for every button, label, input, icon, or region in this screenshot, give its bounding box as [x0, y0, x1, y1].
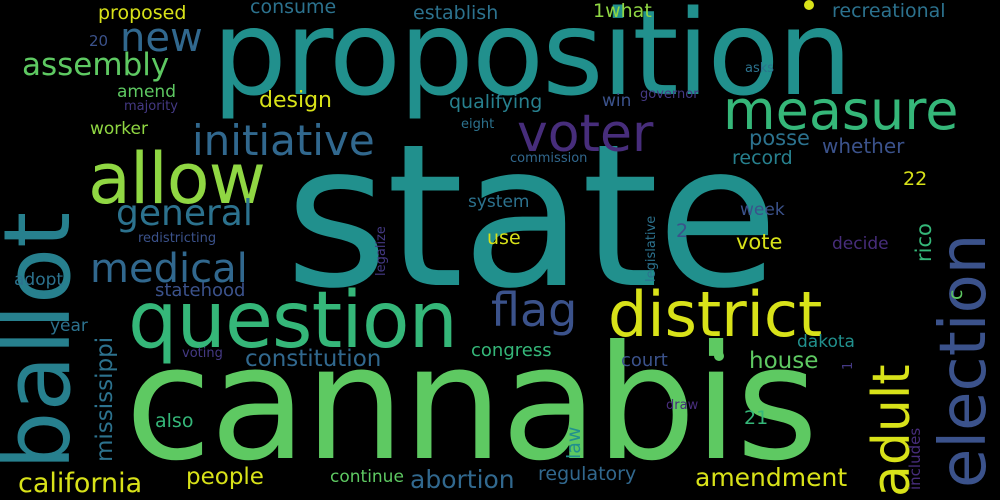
word-court: court: [621, 350, 668, 371]
word-design: design: [259, 88, 332, 113]
word-year: year: [50, 316, 88, 336]
word-adopt: adopt: [14, 270, 64, 290]
word-2: 2: [676, 220, 689, 242]
word-election: election: [927, 233, 1000, 488]
word-voter: voter: [517, 104, 654, 164]
word-dakota: dakota: [797, 332, 855, 352]
word-allow: allow: [88, 138, 266, 220]
dot-decoration: [804, 0, 814, 10]
word-also: also: [155, 410, 194, 432]
word-district: district: [608, 278, 823, 351]
word-state: state: [285, 101, 779, 332]
word-general: general: [116, 193, 253, 234]
word-eight: eight: [461, 117, 495, 132]
word-system: system: [468, 192, 530, 212]
word-c: c: [945, 289, 967, 300]
word-vote: vote: [736, 230, 783, 254]
word-asks: asks: [745, 61, 775, 76]
word-new: new: [120, 15, 203, 61]
word-week: week: [740, 200, 785, 220]
word-voting: voting: [182, 346, 223, 361]
word-win: win: [602, 91, 632, 111]
word-whether: whether: [822, 134, 905, 158]
word-redistricting: redistricting: [138, 231, 217, 246]
word-draw: draw: [666, 398, 699, 413]
word-1what: 1what: [593, 0, 652, 22]
word-proposition: proposition: [212, 0, 852, 122]
word-recreational: recreational: [832, 0, 946, 22]
word-qualifying: qualifying: [449, 91, 543, 113]
word-majority: majority: [124, 99, 178, 114]
word-house: house: [749, 348, 819, 374]
word-regulatory: regulatory: [538, 463, 637, 485]
word-california: california: [18, 468, 143, 499]
word-amendment: amendment: [695, 463, 848, 492]
word-statehood: statehood: [155, 280, 246, 301]
word-establish: establish: [413, 2, 499, 24]
word-includes: includes: [906, 427, 924, 490]
word-commission: commission: [510, 151, 588, 166]
word-legislative: legislative: [644, 215, 659, 282]
word-question: question: [128, 276, 458, 366]
word-worker: worker: [90, 119, 148, 139]
word-mississippi: mississippi: [92, 336, 118, 462]
word-consume: consume: [250, 0, 337, 18]
dot-decoration: [714, 351, 724, 361]
word-21: 21: [744, 407, 769, 429]
word-amend: amend: [117, 82, 177, 102]
word-initiative: initiative: [192, 116, 375, 165]
word-ballot: ballot: [0, 211, 91, 470]
word-abortion: abortion: [410, 465, 515, 494]
word-1: 1: [841, 361, 856, 370]
word-legalize: legalize: [374, 226, 389, 276]
word-proposed: proposed: [98, 2, 187, 24]
word-use: use: [487, 227, 521, 249]
word-congress: congress: [471, 340, 552, 361]
word-continue: continue: [330, 467, 404, 487]
word-20: 20: [89, 32, 109, 50]
word-constitution: constitution: [245, 346, 382, 372]
word-law: law: [563, 426, 585, 459]
word-cannabis: cannabis: [125, 312, 818, 496]
word-people: people: [186, 464, 264, 490]
word-rico: rico: [912, 223, 936, 262]
word-record: record: [732, 147, 793, 169]
word-medical: medical: [90, 246, 248, 292]
word-measure: measure: [723, 79, 959, 142]
word-decide: decide: [832, 234, 889, 254]
word-governor: governor: [640, 87, 699, 102]
word-posse: posse: [749, 126, 810, 150]
word-22: 22: [903, 168, 928, 190]
word-flag: flag: [491, 283, 578, 337]
word-assembly: assembly: [22, 47, 170, 83]
